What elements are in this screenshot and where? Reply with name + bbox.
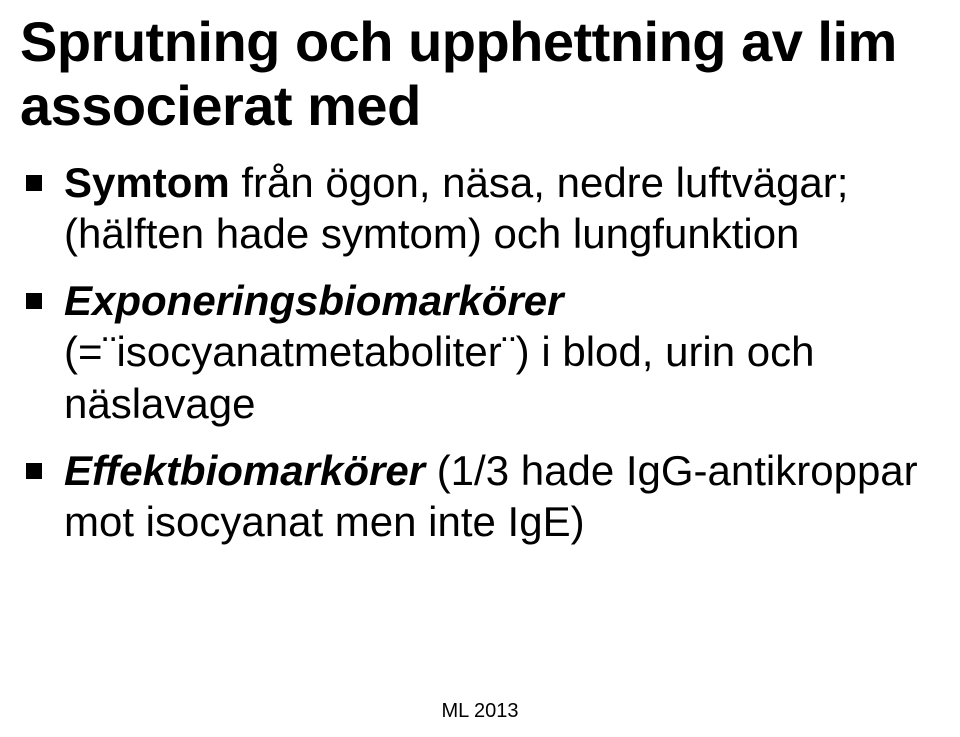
slide: Sprutning och upphettning av lim associe… [0, 0, 960, 737]
bullet-list: Symtom från ögon, näsa, nedre luftvägar;… [20, 157, 940, 548]
bullet-rest: (=¨isocyanatmetaboliter¨) i blod, urin o… [64, 328, 815, 426]
bullet-lead: Exponeringsbiomarkörer [64, 277, 563, 324]
bullet-lead: Effektbiomarkörer [64, 447, 425, 494]
bullet-item: Symtom från ögon, näsa, nedre luftvägar;… [20, 157, 940, 259]
slide-title: Sprutning och upphettning av lim associe… [20, 10, 940, 139]
bullet-lead: Symtom [64, 159, 230, 206]
slide-footer: ML 2013 [0, 700, 960, 723]
bullet-item: Effektbiomarkörer (1/3 hade IgG-antikrop… [20, 445, 940, 547]
bullet-item: Exponeringsbiomarkörer (=¨isocyanatmetab… [20, 275, 940, 429]
